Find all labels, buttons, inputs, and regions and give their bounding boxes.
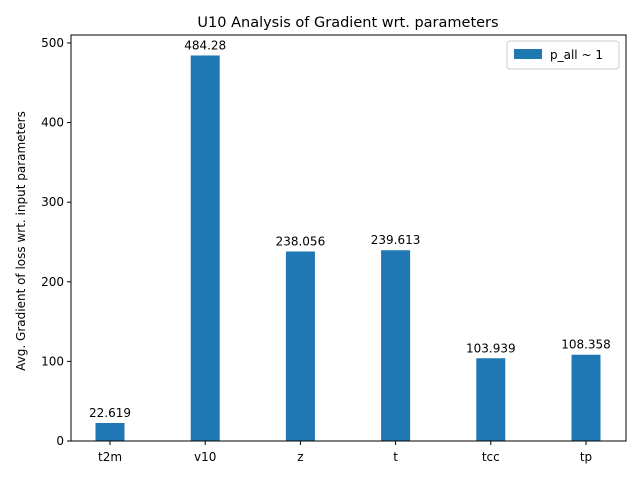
y-axis-ticks: 0 100 200 300 400 500 [41, 36, 71, 448]
y-axis-label: Avg. Gradient of loss wrt. input paramet… [14, 111, 28, 371]
x-tick-label-t: t [393, 450, 398, 464]
bar-value-label-t2m: 22.619 [89, 406, 131, 420]
x-axis-ticks: t2m v10 z t tcc tp [98, 441, 592, 464]
legend-swatch [514, 49, 542, 59]
bar-value-label-tp: 108.358 [561, 338, 611, 352]
legend-box [506, 40, 620, 70]
y-tick-label-300: 300 [41, 195, 64, 209]
y-tick-label-100: 100 [41, 354, 64, 368]
x-tick-label-t2m: t2m [98, 450, 122, 464]
x-tick-label-v10: v10 [194, 450, 216, 464]
legend-label: p_all ~ 1 [550, 48, 603, 62]
bar-value-label-z: 238.056 [276, 234, 326, 248]
bar-value-label-tcc: 103.939 [466, 341, 516, 355]
bar-v10 [190, 55, 220, 442]
bar-tcc [476, 358, 506, 441]
y-tick-label-500: 500 [41, 36, 64, 50]
bar-value-label-t: 239.613 [371, 233, 421, 247]
y-tick-label-0: 0 [56, 434, 64, 448]
bar-t2m [95, 422, 125, 441]
bar-z [285, 251, 315, 441]
y-tick-label-200: 200 [41, 275, 64, 289]
bar-labels-group: 22.619 484.28 238.056 239.613 103.939 108.358 [89, 38, 611, 420]
y-tick-label-400: 400 [41, 116, 64, 130]
bar-tp [571, 354, 601, 441]
bars-group [95, 55, 601, 442]
x-tick-label-tcc: tcc [482, 450, 500, 464]
legend: p_all ~ 1 [506, 40, 620, 70]
x-tick-label-z: z [297, 450, 303, 464]
x-tick-label-tp: tp [580, 450, 592, 464]
chart-title: U10 Analysis of Gradient wrt. parameters [197, 15, 498, 31]
plot-frame [70, 34, 627, 442]
bar-t [381, 250, 411, 441]
bar-value-label-v10: 484.28 [184, 38, 226, 52]
